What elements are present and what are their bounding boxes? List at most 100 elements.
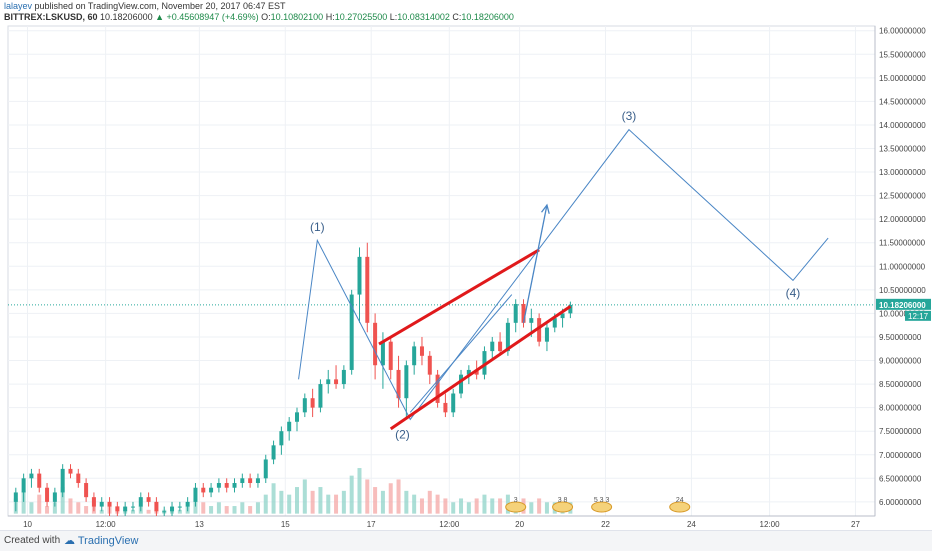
candle-body[interactable] [240,478,245,484]
event-badge[interactable] [591,501,613,513]
candle-body[interactable] [271,445,276,460]
candle-body[interactable] [21,478,26,493]
candle-body[interactable] [115,506,120,512]
event-badge[interactable] [669,501,691,513]
elliott-wave-path[interactable] [298,128,829,421]
candle-body[interactable] [326,379,331,385]
y-tick-label: 11.50000000 [879,239,926,248]
candle-body[interactable] [45,487,50,502]
candle-body[interactable] [412,346,417,366]
channel-line[interactable] [389,305,572,431]
candle-body[interactable] [263,459,268,479]
candle-body[interactable] [68,468,73,474]
candle-body[interactable] [52,492,57,502]
publisher-name[interactable]: lalayev [4,1,33,11]
candle-body[interactable] [29,473,34,479]
candle-body[interactable] [37,473,42,488]
candle-body[interactable] [334,379,339,385]
plot-area[interactable] [7,25,876,517]
candle-body[interactable] [560,313,565,319]
candle-body[interactable] [451,393,456,413]
candle-body[interactable] [138,497,143,507]
candle-body[interactable] [396,369,401,399]
candle-body[interactable] [529,318,534,323]
volume-bar [490,498,495,514]
candle-body[interactable] [568,304,573,314]
candle-body[interactable] [380,341,385,366]
candle-body[interactable] [154,501,159,512]
channel-line[interactable] [378,248,540,346]
volume-bar [451,502,456,514]
candle-body[interactable] [357,256,362,295]
y-tick-label: 6.50000000 [879,474,922,483]
candle-body[interactable] [435,374,440,403]
candle-body[interactable] [544,327,549,342]
projection-arrow[interactable] [522,204,548,323]
event-badge[interactable] [552,501,574,513]
candle-body[interactable] [107,501,112,507]
candle-body[interactable] [537,318,542,342]
candle-body[interactable] [60,468,65,493]
candle-body[interactable] [130,506,135,508]
event-badge[interactable] [505,501,527,513]
candle-body[interactable] [295,412,299,422]
candle-body[interactable] [404,365,409,399]
candle-body[interactable] [216,483,221,488]
candle-body[interactable] [513,303,518,323]
candle-body[interactable] [521,303,526,323]
volume-bar [380,490,385,514]
candle-body[interactable] [177,506,182,508]
candle-body[interactable] [302,398,307,413]
y-tick-label: 8.50000000 [879,380,922,389]
candle-body[interactable] [349,294,354,370]
volume-bar [388,483,393,514]
candle-body[interactable] [341,369,346,385]
event-badge-label: 24 [676,497,684,504]
countdown-tag-text: 12:17 [908,312,929,321]
candle-body[interactable] [419,346,424,356]
candle-body[interactable] [91,497,96,507]
candle-body[interactable] [76,473,81,484]
symbol-name: BITTREX:LSKUSD, 60 [4,12,98,22]
candle-body[interactable] [193,487,198,502]
price-chart[interactable]: 16.00000000 15.50000000 15.00000000 14.5000… [0,22,932,530]
candle-body[interactable] [185,501,190,507]
candle-body[interactable] [427,355,432,375]
volume-bar [287,494,292,514]
candle-body[interactable] [279,431,284,446]
candle-body[interactable] [459,374,464,394]
candle-body[interactable] [388,341,393,370]
candle-body[interactable] [373,322,378,366]
candle-body[interactable] [13,492,18,502]
candle-body[interactable] [209,487,214,493]
ohlc-open: 10.10802100 [270,12,324,22]
candle-body[interactable] [318,384,323,408]
candle-body[interactable] [123,506,128,512]
volume-bar [326,494,331,514]
candle-body[interactable] [248,478,253,484]
candle-body[interactable] [224,483,229,488]
candle-body[interactable] [99,501,104,507]
candle-body[interactable] [84,483,89,498]
candle-body[interactable] [162,511,167,513]
candle-body[interactable] [466,369,471,375]
candle-body[interactable] [310,398,315,408]
candle-body[interactable] [287,421,292,432]
candle-body[interactable] [232,483,237,488]
candle-body[interactable] [474,369,479,375]
trend-line[interactable] [409,294,513,413]
candle-body[interactable] [482,351,487,375]
tradingview-logo[interactable]: ☁ TradingView [64,534,138,547]
candle-body[interactable] [443,402,448,413]
candle-body[interactable] [552,318,557,328]
candle-body[interactable] [505,322,510,352]
candle-body[interactable] [201,487,206,493]
candle-body[interactable] [365,256,370,323]
candle-body[interactable] [170,506,175,512]
candle-body[interactable] [490,341,495,352]
volume-bar [529,502,534,514]
candle-body[interactable] [146,497,151,502]
candle-body[interactable] [498,341,503,352]
candle-body[interactable] [255,478,260,484]
volume-bar [419,498,424,514]
